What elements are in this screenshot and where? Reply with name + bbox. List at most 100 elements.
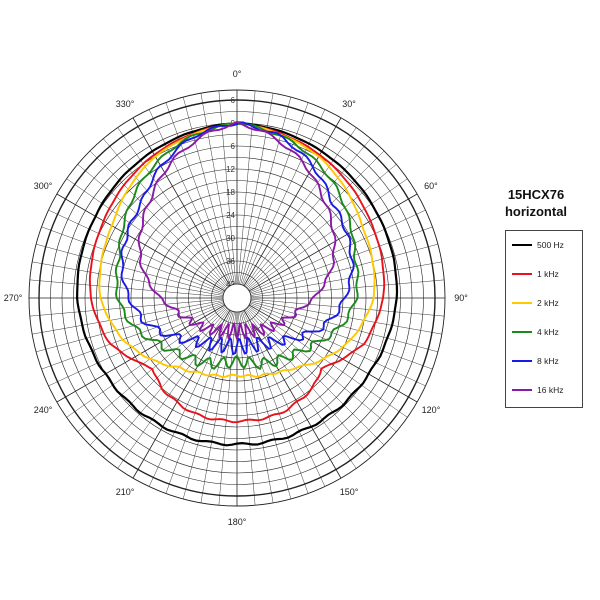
- angle-label: 120°: [422, 405, 441, 415]
- grid-spoke: [245, 138, 371, 288]
- grid-spoke: [41, 302, 224, 370]
- grid-spoke: [248, 178, 408, 291]
- legend-swatch: [512, 389, 532, 391]
- radial-tick-label: 24: [226, 211, 235, 220]
- angle-label: 210°: [116, 487, 135, 497]
- angle-label: 270°: [4, 293, 23, 303]
- series-line: [120, 121, 355, 356]
- grid-spoke: [249, 303, 426, 387]
- grid-spoke: [250, 261, 442, 296]
- grid-spoke: [182, 311, 234, 499]
- radial-tick-label: 6: [231, 96, 236, 105]
- legend-swatch: [512, 331, 532, 333]
- legend-swatch: [512, 302, 532, 304]
- grid-spoke: [117, 309, 230, 469]
- grid-spoke: [241, 311, 309, 494]
- grid-spoke: [32, 300, 224, 335]
- grid-spoke: [244, 127, 357, 287]
- grid-spoke: [148, 310, 232, 487]
- grid-spoke: [250, 279, 445, 298]
- legend-item: 2 kHz: [512, 296, 559, 310]
- legend-item: 500 Hz: [512, 238, 564, 252]
- grid-spoke: [132, 309, 231, 479]
- grid-spoke: [66, 305, 226, 418]
- radial-tick-label: 6: [231, 142, 236, 151]
- grid-spoke: [246, 150, 385, 289]
- legend-swatch: [512, 244, 532, 246]
- grid-spoke: [218, 311, 237, 506]
- grid-spoke: [200, 311, 235, 503]
- grid-spoke: [200, 93, 235, 285]
- polar-series: [76, 120, 399, 447]
- grid-spoke: [56, 193, 226, 292]
- grid-spoke: [48, 209, 225, 293]
- grid-spoke: [250, 226, 433, 294]
- grid-spoke: [36, 301, 224, 353]
- grid-spoke: [132, 117, 231, 287]
- angle-label: 180°: [228, 517, 247, 527]
- chart-title-block: 15HCX76 horizontal: [488, 186, 584, 220]
- grid-spoke: [239, 311, 274, 503]
- radial-tick-label: 12: [226, 165, 235, 174]
- series-line: [88, 121, 386, 424]
- legend-label: 16 kHz: [537, 385, 564, 395]
- chart-title: 15HCX76: [507, 187, 565, 202]
- grid-spoke: [250, 300, 442, 335]
- grid-spoke: [240, 97, 292, 285]
- grid-spoke: [48, 303, 225, 387]
- grid-spoke: [41, 226, 224, 294]
- angle-label: 150°: [340, 487, 359, 497]
- grid-spoke: [245, 308, 371, 458]
- legend-swatch: [512, 360, 532, 362]
- grid-spoke: [250, 243, 438, 295]
- grid-spoke: [250, 298, 445, 317]
- grid-spoke: [248, 193, 418, 292]
- angle-label: 30°: [342, 99, 356, 109]
- grid-spoke: [103, 308, 229, 458]
- angle-label: 300°: [34, 181, 53, 191]
- grid-spoke: [103, 138, 229, 288]
- angle-label: 0°: [233, 69, 242, 79]
- grid-spoke: [237, 90, 256, 285]
- grid-spoke: [250, 302, 433, 370]
- series-line: [76, 121, 399, 447]
- grid-spoke: [182, 97, 234, 285]
- grid-spoke: [239, 93, 274, 285]
- angle-label: 240°: [34, 405, 53, 415]
- legend-swatch: [512, 273, 532, 275]
- series-line: [114, 122, 360, 370]
- radial-tick-label: 30: [226, 234, 235, 243]
- grid-spoke: [66, 178, 226, 291]
- legend-label: 8 kHz: [537, 356, 559, 366]
- grid-spoke: [165, 102, 233, 285]
- center-hole: [222, 283, 252, 313]
- grid-spoke: [29, 298, 224, 317]
- angle-label: 60°: [424, 181, 438, 191]
- legend: 500 Hz 1 kHz 2 kHz 4 kHz 8 kHz 16 kHz: [505, 230, 583, 408]
- angle-label: 330°: [116, 99, 135, 109]
- grid-spoke: [240, 311, 292, 499]
- grid-spoke: [242, 109, 326, 286]
- grid-spoke: [250, 301, 438, 353]
- grid-spoke: [243, 117, 342, 287]
- grid-spoke: [244, 309, 357, 469]
- grid-spoke: [36, 243, 224, 295]
- radial-tick-label: 18: [226, 188, 235, 197]
- grid-spoke: [247, 164, 397, 290]
- grid-spoke: [89, 307, 228, 446]
- angle-label: 90°: [454, 293, 468, 303]
- series-line: [98, 121, 376, 379]
- grid-spoke: [243, 309, 342, 479]
- series-line: [137, 120, 337, 340]
- grid-spoke: [248, 305, 408, 418]
- radial-tick-label: 42: [226, 280, 235, 289]
- grid-spoke: [117, 127, 230, 287]
- legend-item: 1 kHz: [512, 267, 559, 281]
- chart-subtitle: horizontal: [504, 204, 568, 219]
- legend-label: 4 kHz: [537, 327, 559, 337]
- legend-item: 16 kHz: [512, 383, 563, 397]
- grid-spoke: [89, 150, 228, 289]
- legend-item: 4 kHz: [512, 325, 559, 339]
- grid-spoke: [241, 102, 309, 285]
- legend-label: 500 Hz: [537, 240, 564, 250]
